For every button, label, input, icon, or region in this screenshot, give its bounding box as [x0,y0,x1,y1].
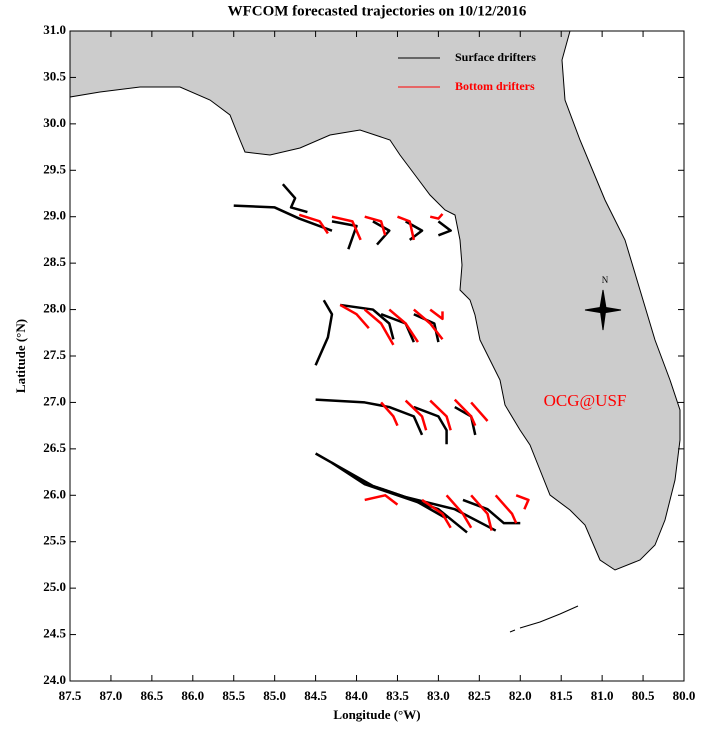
x-tick-label: 86.5 [140,688,163,703]
trajectory [445,494,473,529]
trajectory [437,220,452,237]
annotation: N [602,275,609,285]
trajectory [331,220,358,250]
trajectory [421,498,452,529]
x-tick-label: 81.5 [550,688,573,703]
trajectory [429,308,444,321]
trajectory [388,308,419,343]
trajectory [364,494,399,506]
y-tick-label: 29.0 [43,208,66,223]
x-tick-label: 81.0 [591,688,614,703]
y-tick-label: 27.5 [43,347,66,362]
y-tick-label: 28.0 [43,301,66,316]
y-tick-label: 30.5 [43,68,66,83]
trajectory [515,494,530,510]
x-tick-label: 84.5 [304,688,327,703]
x-tick-label: 82.5 [468,688,491,703]
x-tick-label: 86.0 [181,688,204,703]
x-tick-label: 83.5 [386,688,409,703]
trajectory [429,399,452,431]
land [69,30,681,571]
legend-label: Bottom drifters [455,79,535,93]
y-axis-label: Latitude (°N) [13,319,28,393]
x-tick-label: 80.0 [673,688,696,703]
trajectory [363,308,395,346]
trajectory [470,401,489,422]
trajectory [372,220,391,246]
trajectory [364,215,387,236]
trajectory [281,183,308,214]
keys [509,605,579,633]
compass [584,289,622,331]
trajectory [404,399,428,431]
y-tick-label: 27.0 [43,393,66,408]
legend-label: Surface drifters [455,50,536,64]
y-tick-label: 29.5 [43,161,66,176]
trajectory [298,213,329,235]
y-tick-label: 28.5 [43,254,66,269]
trajectory [233,204,333,232]
annotation: OCG@USF [544,391,627,410]
x-tick-label: 82.0 [509,688,532,703]
y-tick-label: 25.5 [43,533,66,548]
y-tick-label: 26.5 [43,440,66,455]
trajectory [331,215,362,241]
trajectory [372,484,497,532]
x-tick-label: 80.5 [632,688,655,703]
y-tick-label: 24.0 [43,672,66,687]
trajectory [462,498,521,525]
x-axis-label: Longitude (°W) [333,707,420,722]
x-tick-label: 85.0 [263,688,286,703]
x-tick-label: 85.5 [222,688,245,703]
y-tick-label: 26.0 [43,486,66,501]
x-tick-label: 87.0 [100,688,123,703]
x-tick-label: 87.5 [59,688,82,703]
trajectory [397,215,416,241]
trajectory [380,401,399,427]
trajectory [429,213,444,220]
chart-title: WFCOM forecasted trajectories on 10/12/2… [228,3,527,19]
x-tick-label: 83.0 [427,688,450,703]
trajectory [470,494,493,531]
trajectory [339,303,395,340]
y-tick-label: 24.5 [43,626,66,641]
trajectory [453,398,477,427]
trajectory [315,398,424,436]
trajectory [314,299,334,366]
y-tick-label: 31.0 [43,22,66,37]
y-tick-label: 25.0 [43,579,66,594]
y-tick-label: 30.0 [43,115,66,130]
trajectory [339,303,370,329]
trajectory [413,308,444,341]
trajectory [413,313,440,343]
trajectory [413,405,448,445]
trajectory [494,494,518,524]
x-tick-label: 84.0 [345,688,368,703]
